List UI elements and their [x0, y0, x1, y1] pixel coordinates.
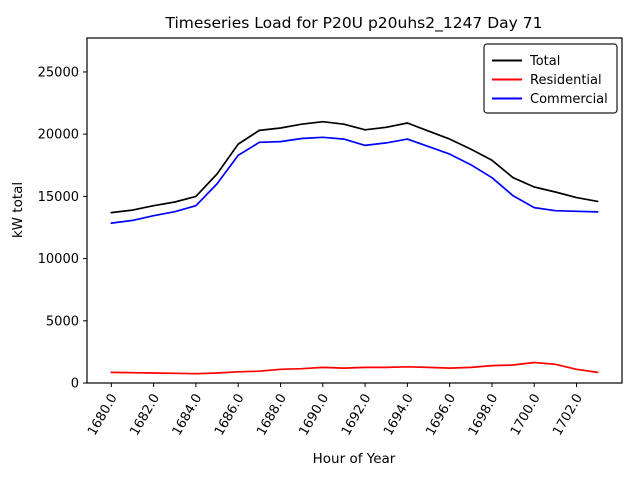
chart-title: Timeseries Load for P20U p20uhs2_1247 Da… — [165, 14, 543, 33]
series-line-total — [110, 120, 599, 214]
legend: Total Residential Commercial — [483, 43, 618, 114]
x-tick-label: 1684.0 — [170, 392, 206, 439]
series-line-commercial — [110, 136, 599, 224]
x-tick-label: 1694.0 — [381, 392, 417, 439]
x-axis: 1680.0 1682.0 1684.0 1686.0 1688.0 1690.0 1692… — [85, 383, 586, 438]
x-tick-label: 1696.0 — [423, 392, 459, 439]
x-axis-label: Hour of Year — [313, 451, 396, 467]
series-line-residential — [110, 361, 599, 375]
x-tick-label: 1698.0 — [466, 392, 502, 439]
y-axis-label: kW total — [10, 182, 26, 238]
y-axis: 0 5000 10000 15000 20000 25000 — [38, 65, 87, 392]
legend-label-total: Total — [529, 54, 560, 69]
legend-label-residential: Residential — [530, 73, 602, 88]
y-tick-label: 25000 — [38, 65, 79, 80]
x-tick-label: 1680.0 — [85, 392, 121, 439]
x-tick-label: 1692.0 — [339, 392, 375, 439]
y-tick-label: 20000 — [38, 128, 79, 143]
y-tick-label: 5000 — [46, 314, 79, 329]
y-tick-label: 10000 — [38, 252, 79, 267]
y-tick-label: 0 — [71, 377, 79, 392]
y-tick-label: 15000 — [38, 190, 79, 205]
x-tick-label: 1682.0 — [127, 392, 163, 439]
x-tick-label: 1688.0 — [254, 392, 290, 439]
x-tick-label: 1686.0 — [212, 392, 248, 439]
plot-lines — [110, 120, 599, 375]
plot-border — [86, 37, 623, 384]
x-tick-label: 1700.0 — [508, 392, 544, 439]
x-tick-label: 1702.0 — [550, 392, 586, 439]
legend-label-commercial: Commercial — [530, 92, 608, 107]
x-tick-label: 1690.0 — [297, 392, 333, 439]
